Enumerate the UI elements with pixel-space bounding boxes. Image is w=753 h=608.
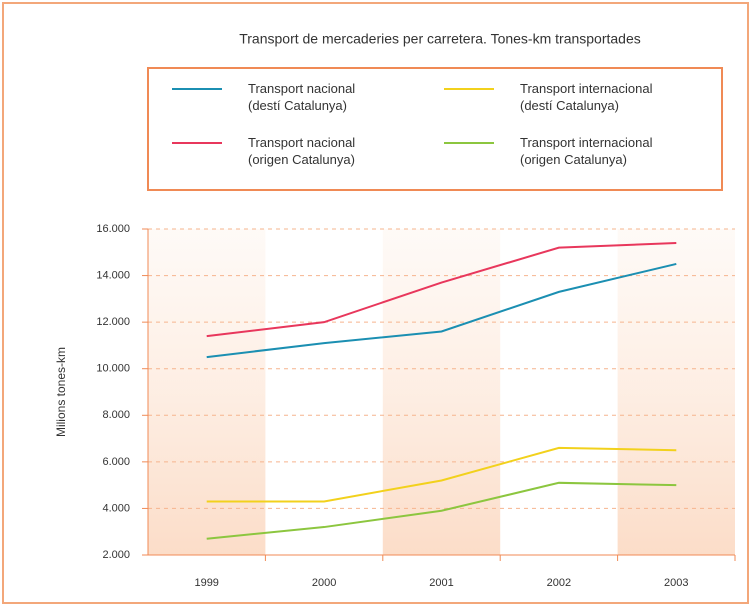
y-tick-label: 6.000 — [102, 456, 130, 468]
legend-label: Transport internacional (destí Catalunya… — [520, 81, 653, 113]
y-tick-label: 8.000 — [102, 409, 130, 421]
y-tick-label: 10.000 — [96, 363, 130, 375]
y-axis-label: Milions tones-km — [54, 347, 68, 437]
legend-label: Transport nacional (destí Catalunya) — [248, 81, 356, 113]
series-line — [206, 446, 677, 503]
series-line — [206, 241, 677, 338]
legend-box — [147, 67, 723, 191]
x-tick-label: 2003 — [664, 577, 688, 589]
y-tick-label: 16.000 — [96, 223, 130, 235]
chart-title: Transport de mercaderies per carretera. … — [239, 31, 641, 47]
x-tick-label: 2002 — [547, 577, 571, 589]
series-line — [206, 262, 677, 359]
y-tick-label: 12.000 — [96, 316, 130, 328]
series-line — [206, 481, 677, 540]
band — [382, 229, 501, 555]
legend-label: Transport nacional (origen Catalunya) — [248, 135, 356, 167]
x-tick-label: 2000 — [312, 577, 336, 589]
x-tick-label: 2001 — [429, 577, 453, 589]
x-tick-label: 1999 — [194, 577, 218, 589]
y-tick-label: 2.000 — [102, 549, 130, 561]
y-tick-label: 14.000 — [96, 269, 130, 281]
legend-label: Transport internacional (origen Cataluny… — [520, 135, 653, 167]
band — [617, 229, 735, 555]
band — [148, 229, 266, 555]
y-tick-label: 4.000 — [102, 502, 130, 514]
